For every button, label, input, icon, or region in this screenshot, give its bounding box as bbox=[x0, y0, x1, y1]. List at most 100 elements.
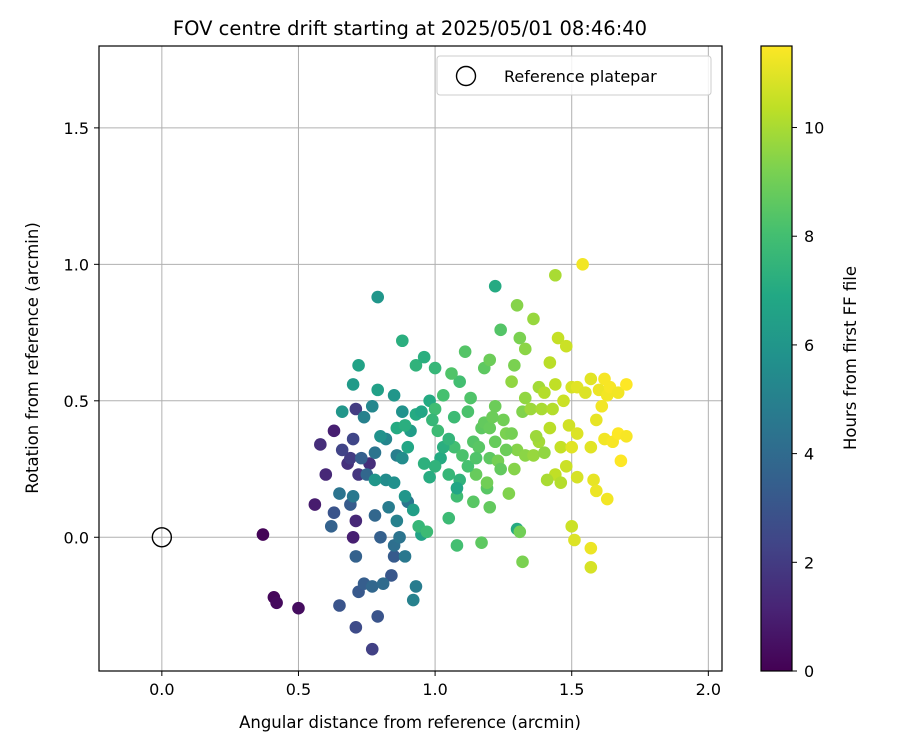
data-point bbox=[428, 361, 442, 375]
data-point bbox=[456, 449, 469, 462]
data-point bbox=[584, 560, 598, 574]
data-point bbox=[540, 473, 554, 487]
data-point bbox=[442, 511, 456, 525]
data-point bbox=[349, 514, 363, 528]
data-point bbox=[576, 258, 589, 271]
data-point bbox=[368, 509, 382, 522]
data-point bbox=[426, 413, 439, 427]
data-point bbox=[469, 468, 483, 481]
data-point bbox=[346, 378, 360, 391]
colorbar-tick-label: 10 bbox=[804, 119, 824, 138]
data-point bbox=[371, 610, 385, 623]
data-point bbox=[549, 378, 562, 391]
legend-marker bbox=[455, 65, 477, 87]
data-point bbox=[270, 596, 283, 610]
data-point bbox=[396, 334, 409, 348]
data-point bbox=[428, 402, 442, 416]
data-point bbox=[494, 323, 507, 337]
data-point bbox=[396, 405, 409, 419]
data-point bbox=[518, 342, 532, 356]
data-point bbox=[513, 331, 527, 345]
data-point bbox=[327, 506, 341, 520]
data-points bbox=[256, 258, 633, 656]
data-point bbox=[333, 487, 346, 500]
data-point bbox=[406, 593, 420, 607]
data-point bbox=[557, 394, 570, 408]
data-point bbox=[333, 599, 346, 612]
y-axis-ticks: 0.0 0.5 1.0 1.5 bbox=[64, 119, 99, 547]
data-point bbox=[505, 375, 518, 388]
data-point bbox=[529, 429, 543, 443]
data-point bbox=[467, 495, 480, 509]
data-point bbox=[450, 539, 464, 552]
data-point bbox=[505, 427, 518, 440]
data-point bbox=[387, 389, 401, 402]
data-point bbox=[516, 555, 529, 569]
data-point bbox=[475, 536, 488, 550]
data-point bbox=[508, 462, 521, 476]
data-point bbox=[508, 359, 521, 372]
legend-label: Reference platepar bbox=[504, 67, 657, 86]
data-point bbox=[409, 580, 423, 593]
data-point bbox=[406, 503, 420, 517]
reference-platepar-marker bbox=[151, 527, 173, 548]
data-point bbox=[543, 356, 557, 369]
data-point bbox=[371, 290, 385, 304]
grid-lines bbox=[99, 46, 722, 671]
data-point bbox=[450, 481, 464, 495]
data-point bbox=[584, 440, 598, 454]
data-point bbox=[398, 550, 412, 563]
data-point bbox=[480, 476, 494, 489]
data-point bbox=[510, 298, 524, 312]
data-point bbox=[423, 470, 436, 484]
data-point bbox=[355, 451, 368, 465]
data-point bbox=[385, 569, 398, 582]
data-point bbox=[335, 443, 349, 457]
data-point bbox=[502, 487, 516, 500]
data-point bbox=[538, 446, 551, 459]
y-axis-label: Rotation from reference (arcmin) bbox=[23, 222, 42, 494]
colorbar-label: Hours from first FF file bbox=[841, 266, 860, 450]
data-point bbox=[346, 432, 360, 446]
data-point bbox=[461, 460, 475, 473]
data-point bbox=[453, 375, 466, 388]
data-point bbox=[483, 421, 497, 435]
data-point bbox=[535, 402, 548, 416]
data-point bbox=[565, 520, 579, 533]
data-point bbox=[472, 440, 486, 454]
data-point bbox=[461, 405, 475, 419]
data-point bbox=[357, 410, 371, 424]
data-point bbox=[349, 402, 363, 416]
data-point bbox=[497, 413, 510, 427]
data-point bbox=[371, 383, 385, 397]
data-point bbox=[445, 367, 458, 380]
x-tick-label: 0.0 bbox=[149, 680, 174, 699]
data-point bbox=[620, 378, 633, 391]
data-point bbox=[393, 530, 406, 544]
data-point bbox=[417, 457, 431, 470]
data-point bbox=[579, 386, 592, 399]
data-point bbox=[620, 429, 633, 443]
data-point bbox=[409, 359, 423, 372]
data-point bbox=[428, 460, 442, 473]
data-point bbox=[543, 421, 557, 435]
data-point bbox=[584, 541, 598, 555]
data-point bbox=[344, 451, 357, 465]
data-point bbox=[524, 402, 538, 416]
data-point bbox=[464, 391, 477, 405]
data-point bbox=[488, 279, 502, 293]
data-point bbox=[346, 490, 360, 503]
data-point bbox=[486, 410, 499, 424]
data-point bbox=[600, 492, 614, 506]
colorbar-tick-label: 2 bbox=[804, 553, 814, 572]
data-point bbox=[442, 432, 456, 446]
data-point bbox=[256, 528, 270, 541]
colorbar-tick-label: 8 bbox=[804, 227, 814, 246]
data-point bbox=[365, 642, 379, 656]
data-point bbox=[387, 476, 401, 489]
data-point bbox=[562, 419, 576, 432]
data-point bbox=[570, 470, 584, 484]
data-point bbox=[590, 484, 603, 498]
data-point bbox=[308, 498, 322, 511]
